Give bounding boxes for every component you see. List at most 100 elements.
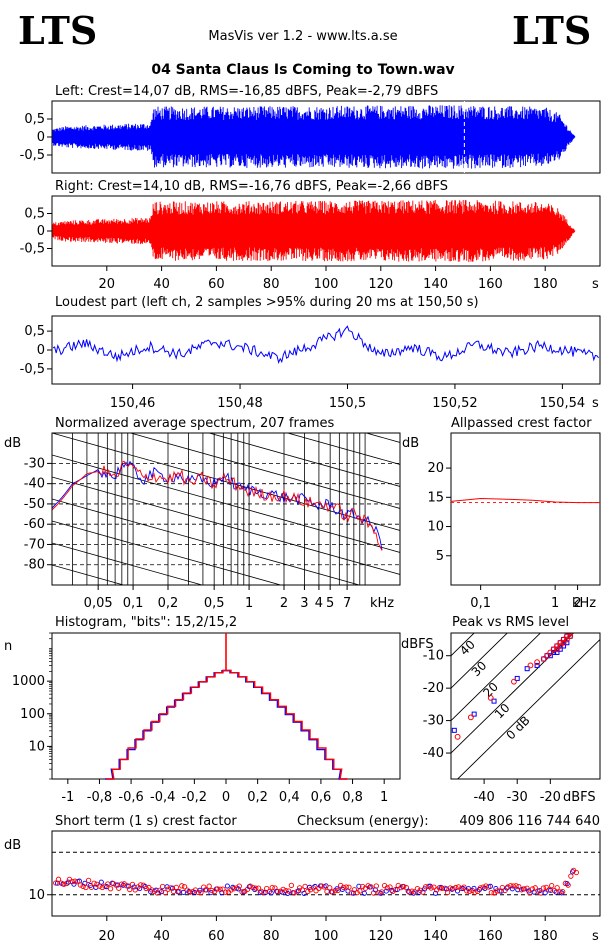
crest-short-left-point [509,886,515,892]
crest-short-right-point [261,889,267,896]
peak-rms-right-point [563,636,570,643]
crest-short-left-point [230,884,236,890]
spectrum-y-tick-label: -60 [24,517,45,532]
crest-short-frame [51,830,601,917]
spectrum-x-tick-label: 0,2 [158,596,179,611]
crest-short-left-point [411,890,417,896]
crest-short-right-point [554,885,560,891]
crest-short-right-point [55,876,62,882]
peak-rms-right-point [454,733,461,740]
peak-rms-diagonal [451,633,475,657]
peak-rms-right-point [547,649,554,656]
crest-short-right-point [384,885,390,891]
crest-short-right-point [91,880,97,886]
crest-short-right-point [496,888,503,894]
crest-short-x-tick-label: 20 [99,929,116,944]
spectrum-slope [52,433,400,531]
crest-short-ylabel: dB [4,838,21,853]
spectrum-slope [52,520,283,585]
crest-short-right-point [302,883,308,890]
crest-short-right-point [280,886,286,893]
crest-short-left-point [350,890,356,896]
allpassed-x-tick-label: 0,1 [470,596,491,611]
histogram-title: Histogram, "bits": 15,2/15,2 [55,615,237,630]
crest-short-right-point [154,890,160,896]
crest-short-right-point [373,883,379,889]
crest-short-x-unit: s [592,929,599,944]
crest-short-right-point [354,889,360,896]
crest-short-right-point [222,889,229,895]
spectrum-x-tick-label: 1 [245,596,253,611]
crest-short-left-point [268,890,274,896]
crest-short-right-point [113,882,119,888]
crest-short-right-point [110,880,116,887]
crest-short-right-point [455,884,462,890]
left-waveform-y-tick-label: -0,5 [20,148,45,163]
loudest-x-tick-label: 150,52 [432,396,478,411]
spectrum-x-tick-label: 7 [343,596,351,611]
peak-rms-left-point [554,649,560,655]
spectrum-x-tick-label: 0,1 [123,596,144,611]
crest-short-right-point [269,884,275,891]
right-waveform-title: Right: Crest=14,10 dB, RMS=-16,76 dBFS, … [55,179,448,194]
right-waveform-x-tick-label: 60 [208,277,225,292]
crest-short-right-point [351,887,358,893]
spectrum-slope [129,433,400,509]
crest-short-left-point [71,881,77,887]
peak-rms-left-point [557,646,563,652]
histogram-y-tick-label: 1000 [12,674,45,689]
histogram-left-series [105,670,347,780]
histogram-x-tick-label: 0,2 [247,790,268,805]
peak-rms-y-tick-label: -20 [423,681,444,696]
spectrum-slope [286,433,400,465]
crest-short-right-point [392,887,399,893]
logo-left: LTS [18,8,97,53]
crest-short-right-point [116,885,122,891]
peak-rms-x-tick-label: -30 [507,790,528,805]
histogram-x-tick-label: -1 [61,790,74,805]
crest-short-left-point [493,885,499,892]
peak-rms-frame [450,632,601,780]
peak-rms-diagonal-label: 20 [480,680,501,701]
crest-short-left-point [186,888,192,895]
crest-short-left-point [257,890,263,896]
spectrum-ylabel: dB [4,436,21,451]
crest-short-right-point [291,890,297,896]
checksum-label: Checksum (energy): [297,814,429,829]
crest-short-left-point [542,890,548,896]
crest-short-right-point [209,887,215,894]
histogram-x-tick-label: -0,8 [87,790,112,805]
crest-short-right-point [181,884,188,890]
crest-short-right-point [173,884,179,891]
crest-short-right-point [206,883,212,889]
spectrum-slope [52,476,400,575]
crest-short-left-point [120,882,126,888]
crest-short-right-point [247,883,253,889]
peak-rms-left-point [524,666,530,672]
crest-short-x-tick-label: 160 [478,929,503,944]
right-waveform-x-tick-label: 80 [263,277,280,292]
crest-short-x-tick-label: 180 [533,929,558,944]
crest-short-left-point [235,886,241,892]
peak-rms-diagonal-label: 10 [492,701,513,722]
crest-short-y-tick-label: 10 [28,888,45,903]
peak-rms-left-point [471,711,477,717]
spectrum-title: Normalized average spectrum, 207 frames [55,416,334,431]
crest-short-right-point [132,887,138,893]
histogram-x-tick-label: 0,4 [279,790,300,805]
crest-short-right-point [179,883,185,889]
crest-short-x-tick-label: 80 [263,929,280,944]
peak-rms-right-point [467,714,474,721]
crest-short-left-point [559,890,565,896]
allpassed-y-tick-label: 15 [427,490,444,505]
right-waveform-x-unit: s [592,277,599,292]
crest-short-left-point [389,887,395,893]
crest-short-right-point [516,883,522,890]
crest-short-right-point [565,882,571,888]
spectrum-x-tick-label: 3 [300,596,308,611]
crest-short-right-point [510,883,516,889]
crest-short-right-point [458,885,464,892]
histogram-y-tick-label: 100 [20,707,45,722]
